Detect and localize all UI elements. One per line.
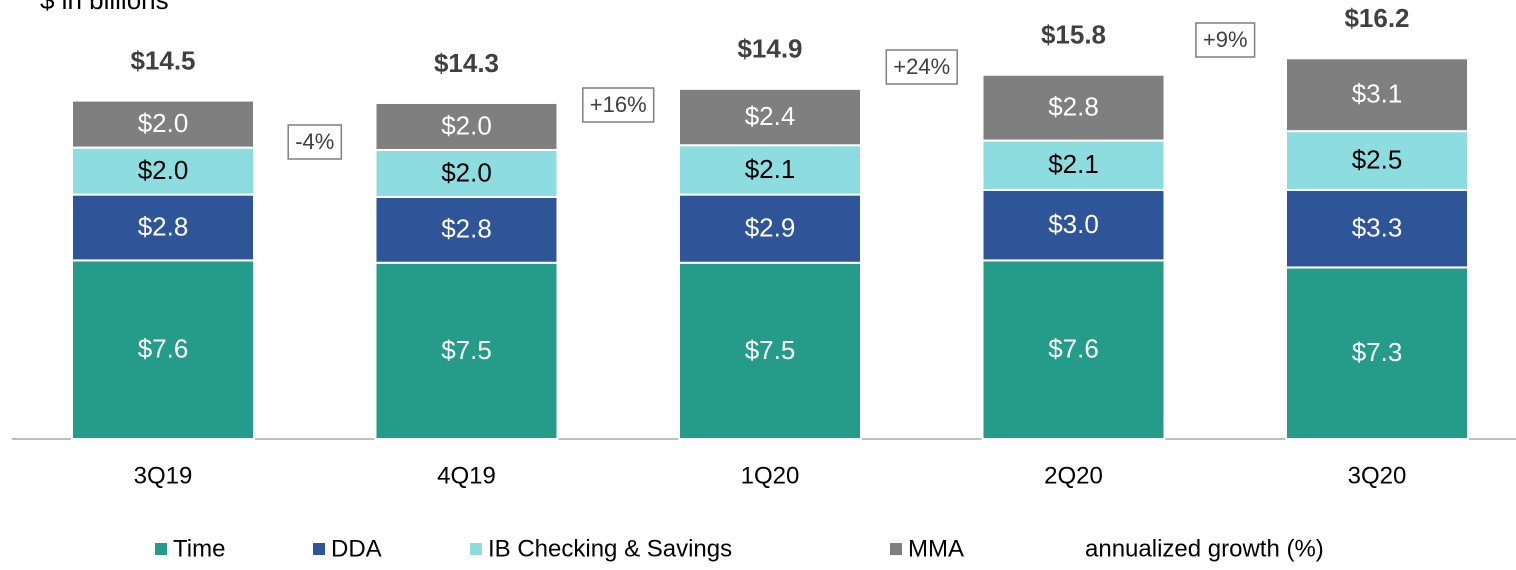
growth-label: -4% [295, 129, 334, 154]
bar-segment [374, 195, 559, 264]
bar-segment [981, 259, 1166, 440]
growth-box [287, 124, 343, 160]
bar-segment [1285, 57, 1469, 133]
value-label: $3.1 [1352, 79, 1403, 109]
value-label: $2.4 [745, 101, 796, 131]
x-tick-label: 1Q20 [741, 462, 800, 489]
value-label: $3.0 [1048, 209, 1099, 239]
value-label: $2.8 [441, 214, 492, 244]
legend-label: annualized growth (%) [1085, 535, 1324, 562]
value-label: $2.8 [1048, 92, 1099, 122]
value-label: $2.0 [441, 110, 492, 140]
total-label: $15.8 [1041, 20, 1106, 50]
bar-segment [981, 73, 1166, 142]
growth-box [1195, 22, 1256, 58]
value-label: $7.6 [1048, 334, 1099, 364]
legend-label: DDA [331, 535, 382, 562]
bar-segment [374, 261, 559, 440]
bar-segment [981, 139, 1166, 191]
x-tick-label: 3Q20 [1348, 462, 1407, 489]
value-label: $2.5 [1352, 144, 1403, 174]
bar-segment [374, 148, 559, 198]
subtitle: $ in billions [40, 0, 169, 15]
bar-segment [678, 144, 862, 196]
bar-segment [678, 193, 862, 264]
legend-label: IB Checking & Savings [488, 535, 732, 562]
legend-marker [155, 543, 167, 555]
value-label: $2.1 [745, 154, 796, 184]
legend-label: MMA [908, 535, 964, 562]
value-label: $7.5 [745, 335, 796, 365]
value-label: $7.5 [441, 335, 492, 365]
growth-label: +24% [893, 54, 950, 79]
total-label: $14.3 [434, 48, 499, 78]
growth-label: +16% [590, 92, 647, 117]
legend-marker [313, 543, 325, 555]
legend-label: Time [173, 535, 225, 562]
bar-segment [981, 188, 1166, 262]
value-label: $2.1 [1048, 149, 1099, 179]
total-label: $14.9 [737, 34, 802, 64]
bar-segment [1285, 188, 1469, 269]
bar-segment [1285, 266, 1469, 441]
bar-segment [71, 259, 255, 440]
value-label: $7.3 [1352, 337, 1403, 367]
value-label: $2.8 [138, 211, 189, 241]
value-label: $2.0 [441, 157, 492, 187]
growth-label: +9% [1203, 27, 1248, 52]
legend-marker [890, 543, 902, 555]
value-label: $7.6 [138, 334, 189, 364]
bar-segment [678, 261, 862, 440]
bar-segment [374, 101, 559, 151]
x-tick-label: 2Q20 [1044, 462, 1103, 489]
growth-box [885, 49, 958, 85]
bar-segment [71, 99, 255, 149]
value-label: $2.9 [745, 213, 796, 243]
bar-segment [1285, 130, 1469, 191]
value-label: $3.3 [1352, 213, 1403, 243]
x-tick-label: 4Q19 [437, 462, 496, 489]
bar-segment [71, 193, 255, 262]
growth-box [582, 87, 655, 123]
value-label: $2.0 [138, 108, 189, 138]
x-tick-label: 3Q19 [134, 462, 193, 489]
total-label: $14.5 [130, 45, 195, 75]
value-label: $2.0 [138, 155, 189, 185]
total-label: $16.2 [1344, 3, 1409, 33]
legend-marker [470, 543, 482, 555]
bar-segment [678, 87, 862, 147]
